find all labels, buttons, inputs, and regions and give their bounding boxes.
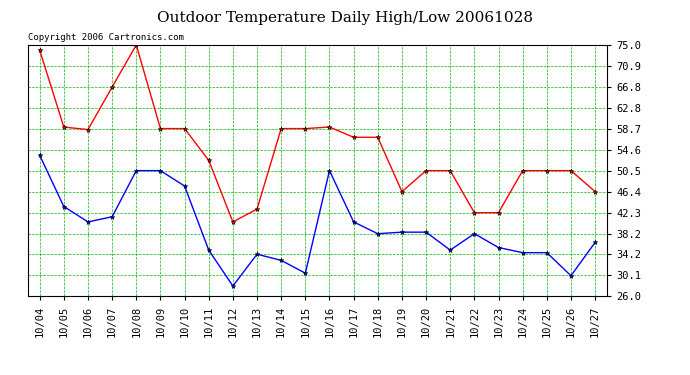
- Text: Outdoor Temperature Daily High/Low 20061028: Outdoor Temperature Daily High/Low 20061…: [157, 11, 533, 25]
- Text: Copyright 2006 Cartronics.com: Copyright 2006 Cartronics.com: [28, 33, 184, 42]
